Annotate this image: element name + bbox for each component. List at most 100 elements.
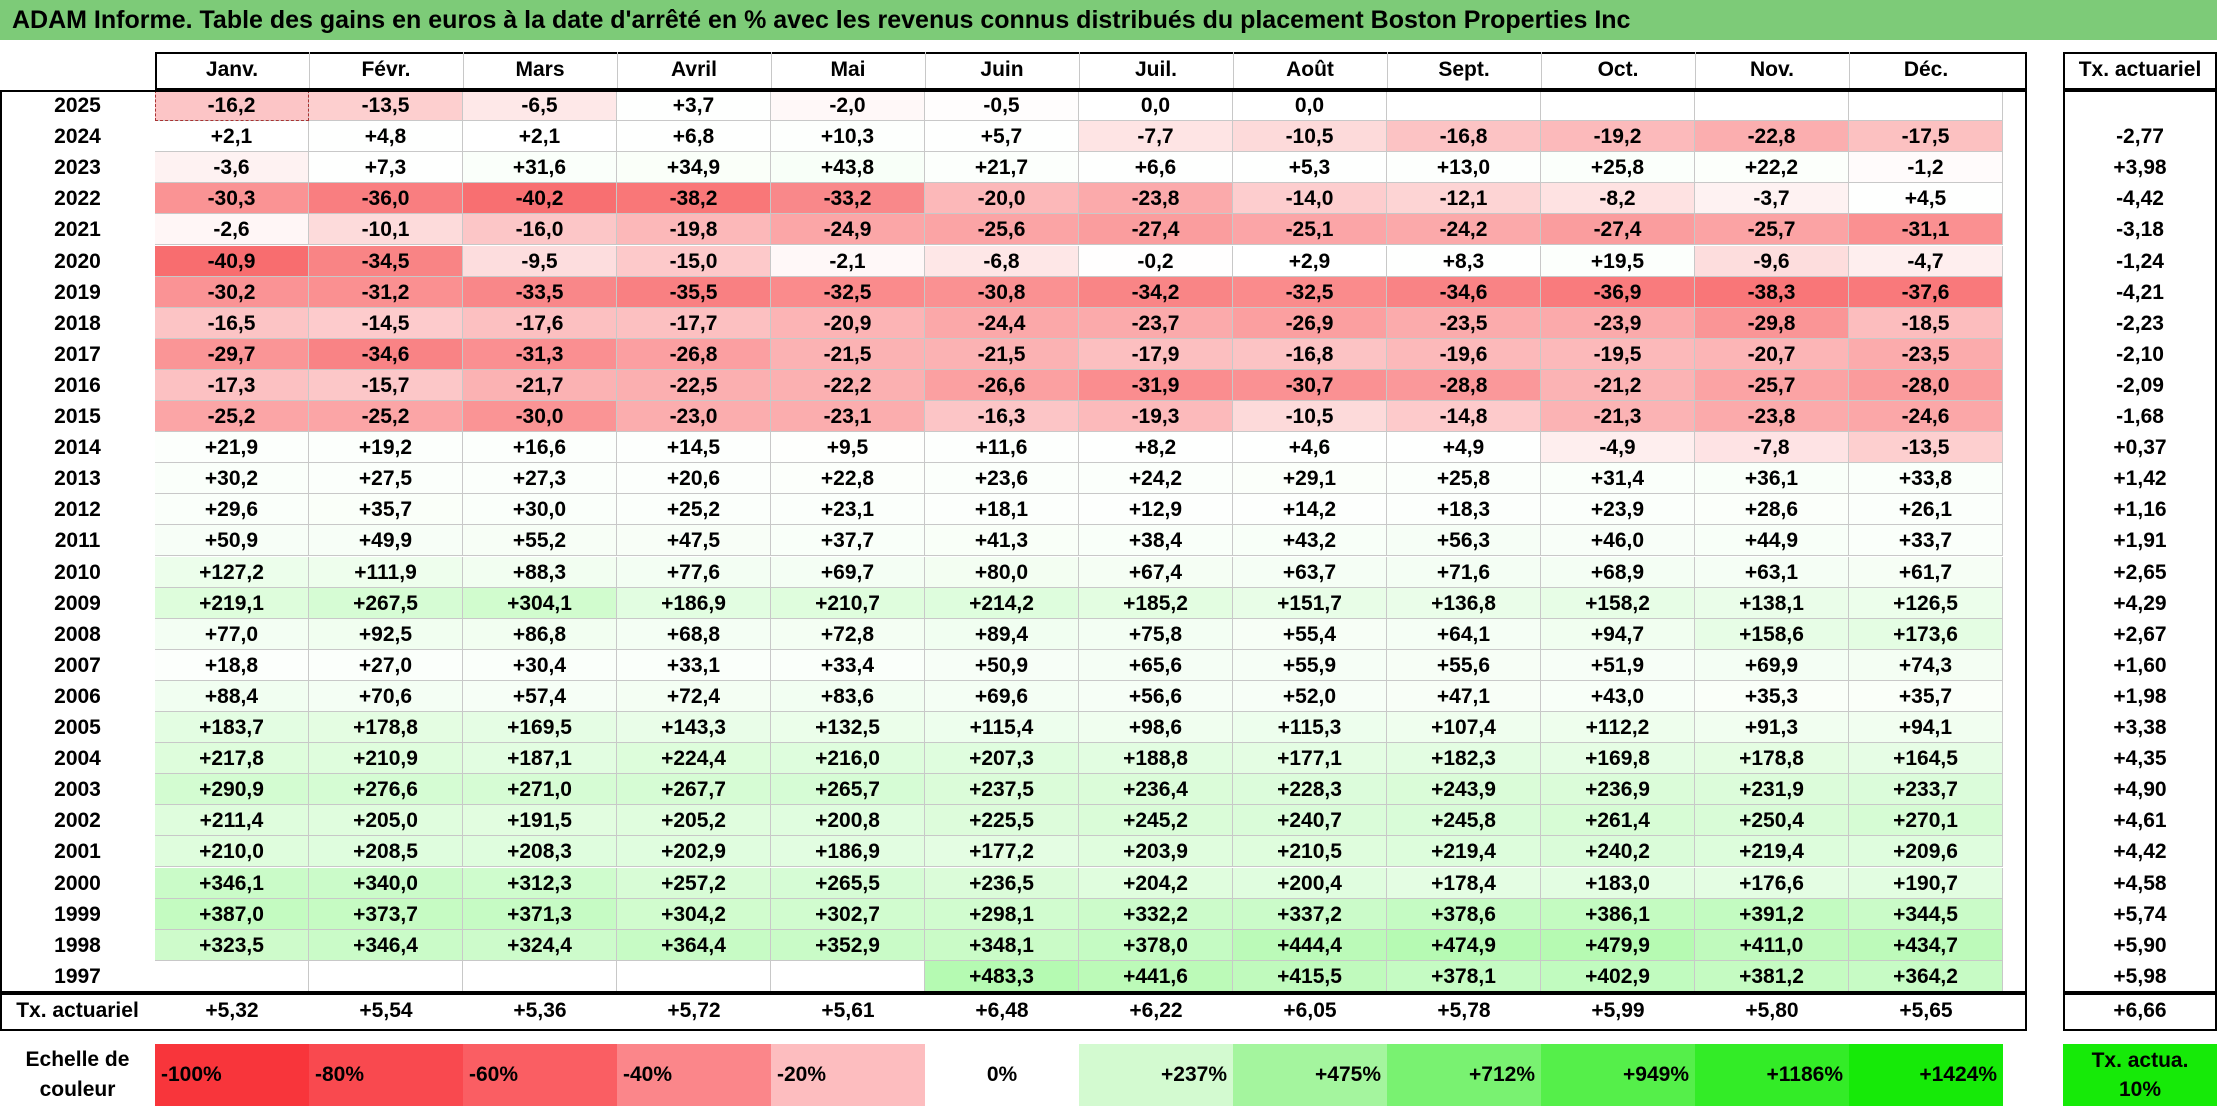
value-cell: -36,0 bbox=[309, 183, 463, 215]
color-scale-step: +1186% bbox=[1695, 1044, 1849, 1106]
value-cell: -17,6 bbox=[463, 307, 617, 339]
value-cell: +177,2 bbox=[925, 836, 1079, 868]
value-cell: +136,8 bbox=[1387, 587, 1541, 619]
value-cell: -16,3 bbox=[925, 401, 1079, 433]
value-cell: +86,8 bbox=[463, 618, 617, 650]
value-cell: +91,3 bbox=[1695, 712, 1849, 744]
value-cell: +23,1 bbox=[771, 494, 925, 526]
rate-header: Tx. actuariel bbox=[2078, 58, 2202, 81]
year-label: 2009 bbox=[54, 591, 101, 615]
value-cell: +43,2 bbox=[1233, 525, 1387, 557]
value-cell: -34,5 bbox=[309, 245, 463, 277]
value-cell: +190,7 bbox=[1849, 867, 2003, 899]
value-cell: +46,0 bbox=[1541, 525, 1695, 557]
month-header: Sept. bbox=[1438, 58, 1490, 81]
color-scale-label: Echelle de couleur bbox=[25, 1048, 130, 1101]
value-cell: +33,8 bbox=[1849, 463, 2003, 495]
value-cell: +57,4 bbox=[463, 680, 617, 712]
value-cell: -14,5 bbox=[309, 307, 463, 339]
value-cell: +18,3 bbox=[1387, 494, 1541, 526]
value-cell: +267,5 bbox=[309, 587, 463, 619]
rate-cell: -3,18 bbox=[2116, 218, 2164, 242]
value-cell: +169,5 bbox=[463, 712, 617, 744]
month-header: Avril bbox=[671, 58, 717, 81]
value-cell: -34,6 bbox=[309, 338, 463, 370]
value-cell: +22,8 bbox=[771, 463, 925, 495]
value-cell: +19,2 bbox=[309, 432, 463, 464]
value-cell: +217,8 bbox=[155, 743, 309, 775]
value-cell: +378,6 bbox=[1387, 898, 1541, 930]
month-header: Févr. bbox=[361, 58, 411, 81]
value-cell: +13,0 bbox=[1387, 152, 1541, 184]
value-cell: +75,8 bbox=[1079, 618, 1233, 650]
value-cell: +205,2 bbox=[617, 805, 771, 837]
year-label: 2025 bbox=[54, 94, 101, 117]
footer-rate-cell: +5,32 bbox=[205, 999, 259, 1022]
value-cell: +37,7 bbox=[771, 525, 925, 557]
value-cell: +4,8 bbox=[309, 121, 463, 153]
value-cell: +298,1 bbox=[925, 898, 1079, 930]
rate-cell: +3,38 bbox=[2113, 716, 2167, 739]
rate-cell: +0,37 bbox=[2113, 436, 2167, 460]
value-cell: +387,0 bbox=[155, 898, 309, 930]
color-scale-step: +1424% bbox=[1849, 1044, 2003, 1106]
value-cell: +14,5 bbox=[617, 432, 771, 464]
value-cell: -16,5 bbox=[155, 307, 309, 339]
footer-rate-cell: +5,99 bbox=[1591, 999, 1645, 1022]
value-cell: +35,7 bbox=[1849, 680, 2003, 712]
footer-rate-cell: +6,05 bbox=[1283, 999, 1337, 1022]
value-cell: +16,6 bbox=[463, 432, 617, 464]
value-cell: +265,7 bbox=[771, 774, 925, 806]
footer-label: Tx. actuariel bbox=[16, 999, 139, 1022]
value-cell: -19,5 bbox=[1541, 338, 1695, 370]
value-cell: +178,8 bbox=[309, 712, 463, 744]
value-cell: +55,6 bbox=[1387, 649, 1541, 681]
value-cell: +29,6 bbox=[155, 494, 309, 526]
value-cell: -18,5 bbox=[1849, 307, 2003, 339]
value-cell: +208,3 bbox=[463, 836, 617, 868]
value-cell: +65,6 bbox=[1079, 649, 1233, 681]
rate-cell: +1,16 bbox=[2113, 498, 2167, 522]
value-cell: +28,6 bbox=[1695, 494, 1849, 526]
year-label: 1997 bbox=[54, 964, 101, 988]
value-cell: +5,7 bbox=[925, 121, 1079, 153]
value-cell: -19,6 bbox=[1387, 338, 1541, 370]
value-cell: -25,2 bbox=[155, 401, 309, 433]
value-cell: -35,5 bbox=[617, 276, 771, 308]
value-cell: +200,4 bbox=[1233, 867, 1387, 899]
value-cell: +210,9 bbox=[309, 743, 463, 775]
value-cell: +352,9 bbox=[771, 929, 925, 961]
value-cell: -22,2 bbox=[771, 369, 925, 401]
column-divider bbox=[309, 52, 310, 88]
value-cell: -21,7 bbox=[463, 369, 617, 401]
value-cell: +6,8 bbox=[617, 121, 771, 153]
value-cell: +236,5 bbox=[925, 867, 1079, 899]
value-cell: +111,9 bbox=[309, 556, 463, 588]
value-cell: -14,8 bbox=[1387, 401, 1541, 433]
value-cell: -32,5 bbox=[771, 276, 925, 308]
value-cell: +127,2 bbox=[155, 556, 309, 588]
value-cell: +200,8 bbox=[771, 805, 925, 837]
value-cell: +265,5 bbox=[771, 867, 925, 899]
value-cell: -37,6 bbox=[1849, 276, 2003, 308]
value-cell: +77,0 bbox=[155, 618, 309, 650]
rate-cell: +3,98 bbox=[2113, 156, 2167, 180]
value-cell: +188,8 bbox=[1079, 743, 1233, 775]
rate-cell: +1,91 bbox=[2113, 529, 2167, 553]
value-cell: +182,3 bbox=[1387, 743, 1541, 775]
value-cell: -23,5 bbox=[1849, 338, 2003, 370]
value-cell: +41,3 bbox=[925, 525, 1079, 557]
value-cell: +402,9 bbox=[1541, 960, 1695, 992]
month-header: Juin bbox=[980, 58, 1024, 81]
value-cell: -16,8 bbox=[1233, 338, 1387, 370]
value-cell: +231,9 bbox=[1695, 774, 1849, 806]
rate-cell: -2,23 bbox=[2116, 311, 2164, 335]
value-cell: -23,0 bbox=[617, 401, 771, 433]
year-label: 2019 bbox=[54, 280, 101, 304]
rate-cell: -4,42 bbox=[2116, 187, 2164, 211]
value-cell: -25,7 bbox=[1695, 214, 1849, 246]
value-cell: -19,3 bbox=[1079, 401, 1233, 433]
value-cell: +337,2 bbox=[1233, 898, 1387, 930]
value-cell: -26,9 bbox=[1233, 307, 1387, 339]
year-label: 2021 bbox=[54, 218, 101, 242]
